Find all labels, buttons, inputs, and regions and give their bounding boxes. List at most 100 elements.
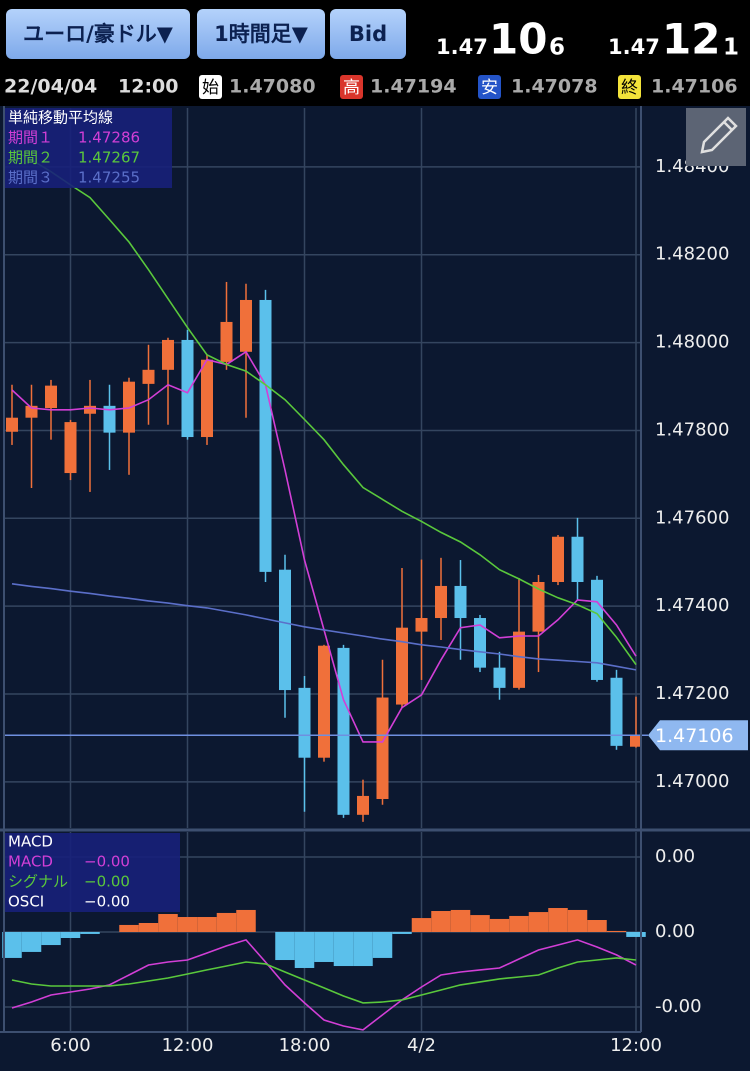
candle-body [630, 735, 642, 747]
y-tick-label: 0.00 [655, 921, 695, 942]
candle-body [259, 299, 272, 572]
candle-body [474, 618, 486, 668]
bid-prefix: 1.47 [436, 35, 488, 59]
candle-body [318, 645, 330, 758]
x-tick-label: 6:00 [50, 1035, 90, 1056]
x-tick-label: 12:00 [610, 1035, 662, 1056]
current-price-tag [648, 720, 748, 751]
pair-button[interactable]: ユーロ/豪ドル▼ [6, 9, 190, 59]
candle-body [6, 417, 18, 432]
date: 22/04/04 [4, 76, 97, 98]
y-tick-label: 1.47400 [655, 595, 729, 616]
candle-body [181, 339, 194, 438]
candle-body [396, 627, 408, 705]
candle-body [435, 585, 447, 619]
button-label: 1時間足▼ [214, 22, 309, 46]
candle-body [552, 536, 564, 582]
high-value: 1.47194 [370, 76, 457, 98]
osci-bar [60, 932, 81, 938]
osci-bar [353, 932, 373, 967]
bid-button[interactable]: Bid [330, 9, 406, 59]
osci-bar [197, 917, 217, 932]
ask-prefix: 1.47 [608, 35, 660, 59]
osci-bar [431, 911, 451, 932]
osci-bar [119, 924, 139, 932]
legend-name: OSCI [8, 893, 44, 911]
legend-name: 期間３ [8, 169, 53, 187]
legend-value: −0.00 [84, 853, 130, 871]
y-tick-label: 0.00 [655, 846, 695, 867]
close-badge [618, 75, 641, 99]
y-tick-label: -0.00 [655, 996, 702, 1017]
candle-body [103, 405, 116, 433]
osci-bar [372, 932, 393, 958]
candle-body [357, 795, 369, 815]
candle-body [532, 581, 545, 632]
bid-big: 10 [489, 15, 547, 64]
osci-bar [294, 932, 315, 968]
osci-bar [314, 932, 334, 962]
legend-value: 1.47267 [78, 149, 140, 167]
legend-value: −0.00 [84, 893, 130, 911]
edit-button[interactable] [686, 108, 746, 166]
osci-bar [548, 908, 568, 932]
candle-body [279, 569, 291, 691]
y-tick-label: 1.47800 [655, 419, 729, 440]
osci-bar [80, 932, 100, 934]
legend-name: 期間１ [8, 129, 53, 147]
candle-body [25, 405, 38, 418]
osci-bar [236, 909, 256, 932]
open-value: 1.47080 [229, 76, 316, 98]
x-tick-label: 18:00 [279, 1035, 331, 1056]
timeframe-button[interactable]: 1時間足▼ [197, 9, 325, 59]
candle-body [571, 536, 584, 582]
legend-title: 単純移動平均線 [8, 109, 113, 127]
open-label: 始 [202, 78, 219, 98]
legend-value: −0.00 [84, 873, 130, 891]
candle-body [84, 405, 96, 414]
osci-bar [470, 915, 490, 932]
osci-bar [2, 932, 22, 958]
low-badge [478, 75, 501, 99]
x-tick-label: 12:00 [162, 1035, 214, 1056]
candle-body [415, 618, 428, 632]
pencil-icon [700, 116, 738, 154]
osci-bar [587, 920, 607, 932]
high-badge [340, 75, 363, 99]
osci-bar [333, 932, 354, 967]
candle-body [454, 585, 467, 619]
candle-body [337, 647, 350, 815]
candle-body [201, 359, 213, 438]
osci-bar [528, 912, 549, 932]
bid-small: 6 [549, 35, 565, 61]
ask-small: 1 [723, 35, 739, 61]
candle-body [298, 687, 311, 758]
x-tick-label: 4/2 [407, 1035, 436, 1056]
osci-bar [138, 923, 159, 932]
candle-body [220, 321, 233, 362]
open-badge [199, 75, 222, 99]
current-price-label: 1.47106 [655, 725, 734, 747]
osci-bar [275, 932, 295, 961]
osci-bar [158, 914, 178, 932]
legend-value: 1.47286 [78, 129, 140, 147]
osci-bar [509, 915, 529, 932]
osci-bar [626, 932, 646, 937]
candle-body [591, 579, 603, 680]
legend-title: MACD [8, 833, 53, 851]
macd-line [11, 938, 637, 1031]
candle-body [45, 385, 57, 409]
y-tick-label: 1.48000 [655, 332, 729, 353]
y-tick-label: 1.47200 [655, 683, 729, 704]
legend-name: シグナル [8, 873, 68, 891]
y-tick-label: 1.48200 [655, 244, 729, 265]
osci-bar [21, 932, 42, 952]
candle-body [376, 697, 389, 800]
candle-body [162, 339, 174, 370]
time: 12:00 [118, 76, 178, 98]
button-bg [197, 9, 325, 59]
osci-bar [41, 932, 61, 946]
candle-body [142, 369, 155, 384]
plot-area: 1.47000 1.47200 1.47400 1.47600 1.47800 1.480… [2, 108, 748, 1056]
